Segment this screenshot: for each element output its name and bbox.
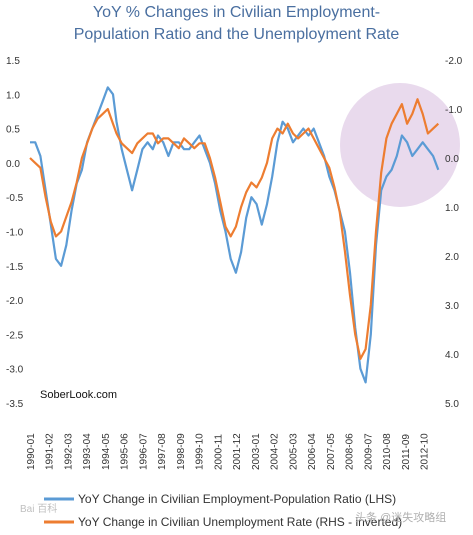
left-tick-label: -3.5 bbox=[6, 399, 24, 410]
chart-title-line-1: YoY % Changes in Civilian Employment- bbox=[92, 4, 381, 21]
left-tick-label: 0.0 bbox=[6, 159, 20, 170]
series-line-unemployment-rate bbox=[29, 98, 440, 360]
chart-title-line-2: Population Ratio and the Unemployment Ra… bbox=[73, 26, 400, 43]
x-tick-label: 1994-05 bbox=[101, 433, 112, 470]
left-tick-label: 1.5 bbox=[6, 56, 20, 67]
left-tick-label: 1.0 bbox=[6, 90, 20, 101]
x-tick-label: 1990-01 bbox=[26, 433, 37, 470]
source-label: SoberLook.com bbox=[40, 389, 117, 401]
x-tick-label: 1997-08 bbox=[157, 433, 168, 470]
x-tick-label: 2005-03 bbox=[288, 433, 299, 470]
x-tick-label: 2001-12 bbox=[232, 433, 243, 470]
x-tick-label: 2007-05 bbox=[326, 433, 337, 470]
x-tick-label: 1998-09 bbox=[176, 433, 187, 470]
x-tick-label: 2006-04 bbox=[307, 433, 318, 470]
x-tick-label: 1993-04 bbox=[82, 433, 93, 470]
left-tick-label: -2.0 bbox=[6, 296, 24, 307]
x-tick-label: 2004-02 bbox=[270, 433, 281, 470]
legend-label: YoY Change in Civilian Unemployment Rate… bbox=[78, 515, 402, 529]
x-tick-label: 1992-03 bbox=[63, 433, 74, 470]
x-tick-label: 2012-10 bbox=[420, 433, 431, 470]
watermark-right: 头条 @迷失攻略组 bbox=[355, 512, 447, 524]
left-tick-label: -1.5 bbox=[6, 262, 24, 273]
x-tick-label: 2008-06 bbox=[345, 433, 356, 470]
x-tick-label: 1991-02 bbox=[45, 433, 56, 470]
right-tick-label: 2.0 bbox=[445, 252, 459, 263]
x-tick-label: 2010-08 bbox=[382, 433, 393, 470]
left-tick-label: -1.0 bbox=[6, 228, 24, 239]
x-tick-label: 2003-01 bbox=[251, 433, 262, 470]
left-tick-label: -0.5 bbox=[6, 193, 24, 204]
right-tick-label: 3.0 bbox=[445, 301, 459, 312]
x-tick-label: 1999-10 bbox=[195, 433, 206, 470]
right-tick-label: 0.0 bbox=[445, 154, 459, 165]
left-tick-label: -2.5 bbox=[6, 330, 24, 341]
watermark-left: Bai 百科 bbox=[20, 504, 58, 515]
right-tick-label: 5.0 bbox=[445, 399, 459, 410]
right-tick-label: 4.0 bbox=[445, 350, 459, 361]
left-tick-label: 0.5 bbox=[6, 125, 20, 136]
x-tick-label: 1995-06 bbox=[120, 433, 131, 470]
x-tick-label: 2000-11 bbox=[213, 434, 224, 470]
right-tick-label: -1.0 bbox=[445, 105, 463, 116]
x-tick-label: 2009-07 bbox=[363, 433, 374, 470]
left-tick-label: -3.0 bbox=[6, 365, 24, 376]
legend-label: YoY Change in Civilian Employment-Popula… bbox=[78, 492, 396, 506]
right-tick-label: 1.0 bbox=[445, 203, 459, 214]
x-tick-label: 2011-09 bbox=[401, 434, 412, 470]
series-line-employment-ratio bbox=[30, 86, 440, 384]
right-tick-label: -2.0 bbox=[445, 56, 463, 67]
x-tick-label: 1996-07 bbox=[138, 433, 149, 470]
